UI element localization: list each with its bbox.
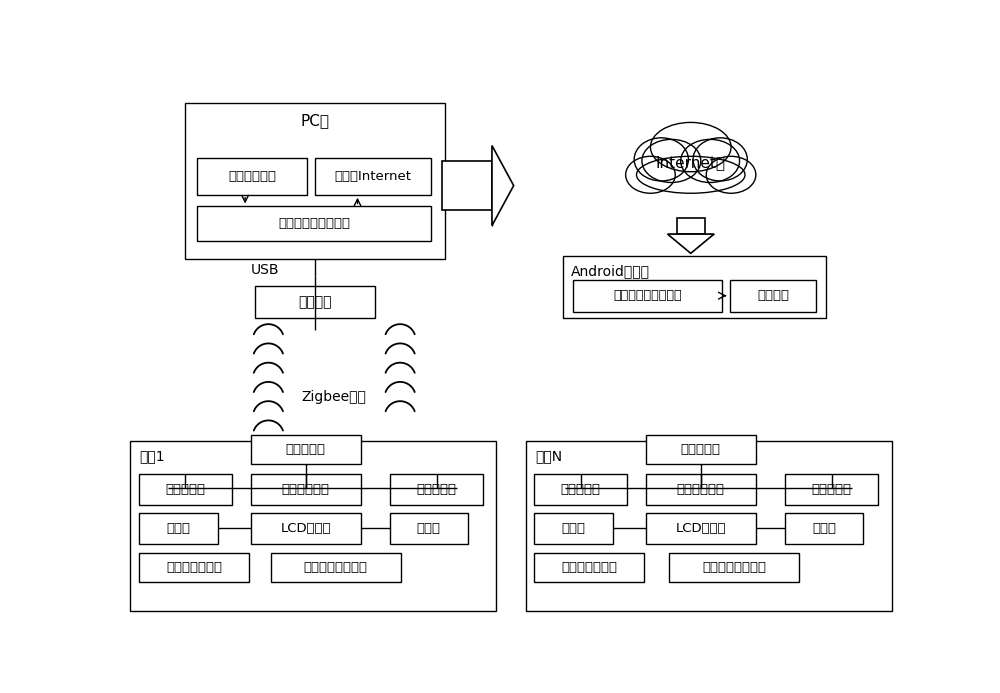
Text: 人体热红外传感器: 人体热红外传感器 — [702, 561, 766, 574]
Text: 土壤湿度传感器: 土壤湿度传感器 — [166, 561, 222, 574]
Polygon shape — [668, 234, 714, 254]
Ellipse shape — [634, 138, 688, 181]
Text: 监控信息显示: 监控信息显示 — [228, 170, 276, 183]
Bar — [390, 513, 468, 543]
Text: 传感器节点: 传感器节点 — [286, 444, 326, 456]
Text: 光照传感器: 光照传感器 — [165, 483, 205, 496]
Bar — [563, 256, 826, 318]
Text: 大棚N: 大棚N — [536, 449, 563, 463]
Text: 摄像头: 摄像头 — [562, 522, 586, 535]
Bar — [526, 441, 892, 611]
Ellipse shape — [650, 123, 731, 172]
Bar — [139, 474, 232, 505]
Text: LCD显示屏: LCD显示屏 — [280, 522, 331, 535]
Text: LCD显示屏: LCD显示屏 — [676, 522, 726, 535]
Bar — [185, 103, 445, 258]
Bar — [646, 513, 756, 543]
Bar — [534, 474, 627, 505]
Bar — [785, 513, 863, 543]
Text: 数据以及图像的处理: 数据以及图像的处理 — [278, 217, 350, 230]
Bar — [534, 553, 644, 582]
Ellipse shape — [706, 157, 756, 193]
Text: Android手机端: Android手机端 — [571, 264, 650, 278]
Bar — [251, 513, 361, 543]
Text: USB: USB — [251, 263, 279, 277]
Text: 温湿度传感器: 温湿度传感器 — [677, 483, 725, 496]
Text: 人体热红外传感器: 人体热红外传感器 — [304, 561, 368, 574]
Bar — [271, 553, 401, 582]
Bar — [785, 474, 878, 505]
Bar — [442, 161, 492, 210]
Bar — [255, 286, 375, 318]
Text: 土壤湿度传感器: 土壤湿度传感器 — [561, 561, 617, 574]
Ellipse shape — [642, 139, 701, 182]
Bar — [730, 279, 816, 312]
Bar — [677, 218, 705, 234]
Bar — [315, 158, 431, 195]
Text: 烟雾传感器: 烟雾传感器 — [417, 483, 457, 496]
Bar — [646, 435, 756, 464]
Bar — [251, 435, 361, 464]
Bar — [646, 474, 756, 505]
Bar — [251, 474, 361, 505]
Bar — [534, 513, 613, 543]
Polygon shape — [492, 146, 514, 226]
Text: 网关节点: 网关节点 — [299, 295, 332, 309]
Text: 蜂鸣器: 蜂鸣器 — [812, 522, 836, 535]
Text: 上传至Internet: 上传至Internet — [334, 170, 412, 183]
Text: 烟雾传感器: 烟雾传感器 — [812, 483, 852, 496]
Bar — [573, 279, 722, 312]
Text: PC端: PC端 — [301, 113, 330, 128]
Text: 通过客户端下载数据: 通过客户端下载数据 — [613, 289, 682, 302]
Text: 蜂鸣器: 蜂鸣器 — [417, 522, 441, 535]
Bar — [669, 553, 799, 582]
Text: 光照传感器: 光照传感器 — [561, 483, 601, 496]
Text: 温湿度传感器: 温湿度传感器 — [282, 483, 330, 496]
Text: 摄像头: 摄像头 — [166, 522, 190, 535]
Ellipse shape — [637, 157, 745, 193]
Bar — [197, 207, 431, 241]
Bar — [197, 158, 307, 195]
Bar — [130, 441, 496, 611]
Text: Zigbee网络: Zigbee网络 — [302, 390, 367, 404]
Bar — [390, 474, 483, 505]
Ellipse shape — [693, 138, 747, 181]
Ellipse shape — [626, 157, 675, 193]
Bar — [139, 553, 249, 582]
Text: 传感器节点: 传感器节点 — [681, 444, 721, 456]
Ellipse shape — [681, 139, 740, 182]
Text: Internet网: Internet网 — [656, 155, 726, 170]
Text: 大棚1: 大棚1 — [140, 449, 165, 463]
Bar — [139, 513, 218, 543]
Text: 实时监控: 实时监控 — [757, 289, 789, 302]
